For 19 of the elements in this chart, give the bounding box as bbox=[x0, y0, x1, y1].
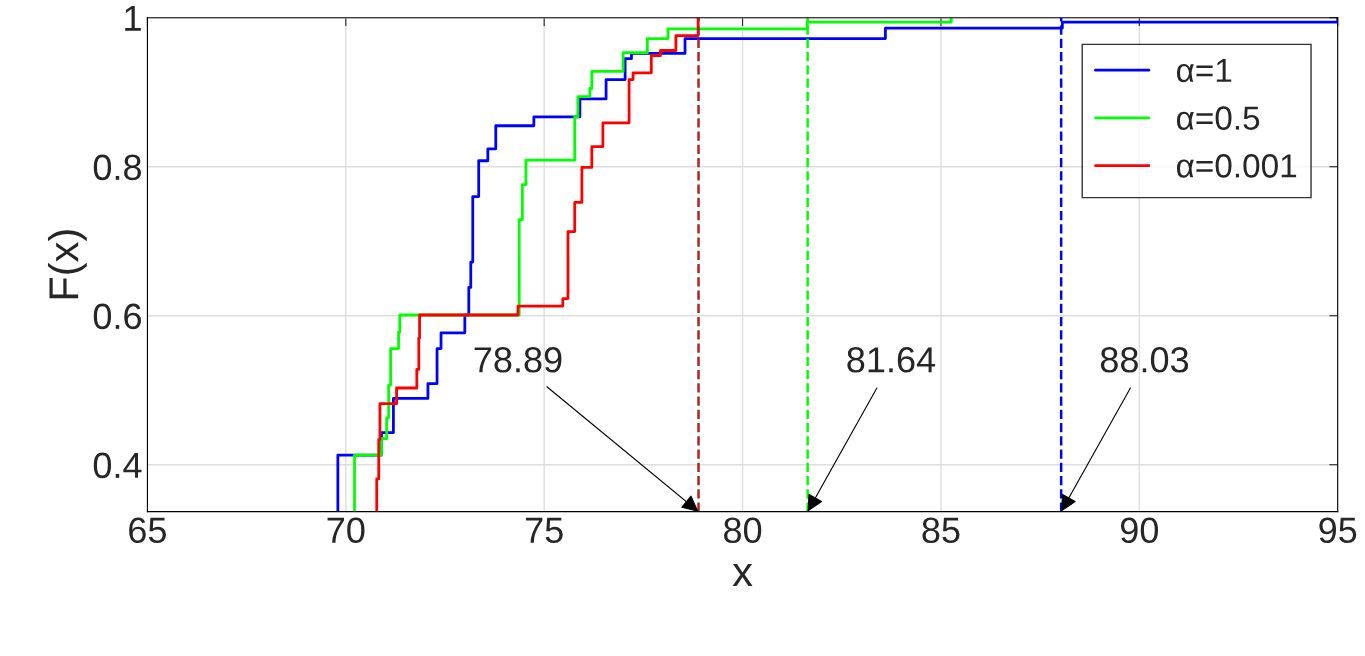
annotation: 81.64 bbox=[847, 347, 936, 373]
annotation: 78.89 bbox=[474, 347, 562, 373]
x-tick-label: 90 bbox=[1120, 517, 1158, 544]
x-tick-label: 65 bbox=[129, 517, 166, 544]
x-tick-label: 70 bbox=[327, 517, 365, 544]
x-tick-label: 80 bbox=[724, 517, 762, 544]
y-tick-label: 0.6 bbox=[93, 303, 141, 330]
x-tick-label: 75 bbox=[525, 517, 563, 544]
y-tick-label: 0.8 bbox=[93, 154, 141, 181]
legend-label: α=0.001 bbox=[1176, 154, 1297, 178]
y-tick-label: 0.4 bbox=[93, 452, 142, 479]
legend-label: α=1 bbox=[1176, 58, 1232, 83]
legend-label: α=0.5 bbox=[1176, 106, 1260, 130]
x-axis-title: x bbox=[732, 563, 753, 586]
x-tick-label: 85 bbox=[922, 517, 960, 544]
y-axis-title: F(x) bbox=[47, 230, 87, 299]
annotation: 88.03 bbox=[1100, 347, 1189, 373]
x-tick-label: 95 bbox=[1319, 517, 1357, 544]
y-tick-label: 1 bbox=[125, 5, 141, 31]
